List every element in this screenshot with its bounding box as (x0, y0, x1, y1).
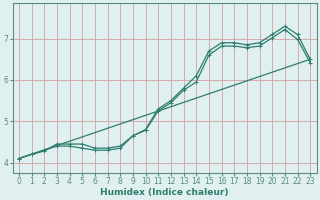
X-axis label: Humidex (Indice chaleur): Humidex (Indice chaleur) (100, 188, 229, 197)
